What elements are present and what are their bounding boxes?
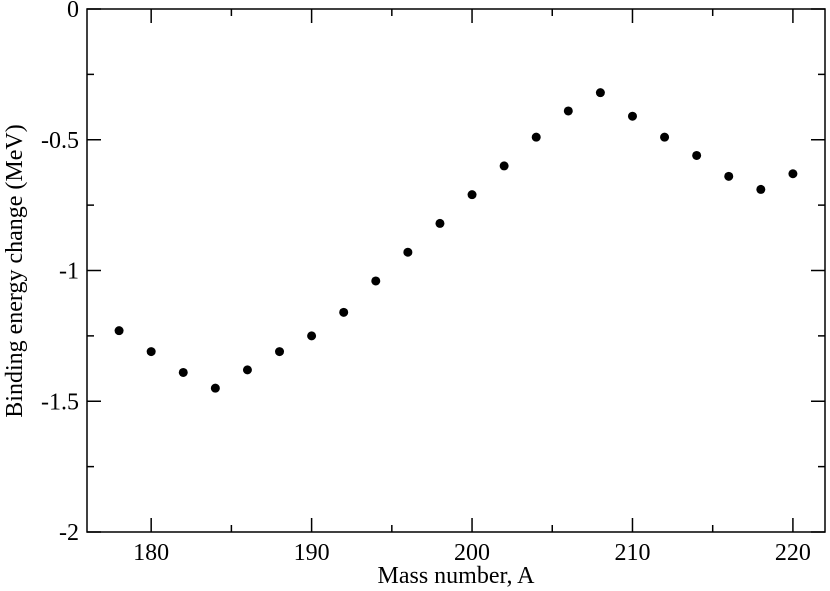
y-tick-label: 0	[67, 0, 79, 23]
data-point	[563, 106, 573, 116]
data-point	[595, 88, 605, 98]
x-tick-label: 190	[294, 540, 330, 566]
x-tick-label: 210	[614, 540, 650, 566]
y-axis-title: Binding energy change (MeV)	[2, 124, 28, 417]
data-point	[724, 171, 734, 181]
x-tick-label: 180	[133, 540, 169, 566]
x-axis-title: Mass number, A	[377, 563, 535, 589]
axis-tick-labels: 180 190 200 210 220 0 -0.5 -1 -1.5 -2	[41, 0, 811, 566]
data-point	[242, 365, 252, 375]
data-point	[275, 347, 285, 357]
data-point	[339, 307, 349, 317]
y-tick-label: -1.5	[41, 389, 79, 415]
data-point	[146, 347, 156, 357]
data-point	[531, 132, 541, 142]
plot-frame	[86, 8, 826, 533]
y-tick-label: -1	[59, 259, 79, 285]
axis-ticks	[87, 8, 825, 533]
data-point	[788, 169, 798, 179]
data-point	[756, 184, 766, 194]
data-point	[371, 276, 381, 286]
x-tick-label: 200	[454, 540, 490, 566]
y-tick-label: -2	[59, 520, 79, 546]
data-point	[403, 247, 413, 257]
data-point	[692, 150, 702, 160]
data-point	[178, 367, 188, 377]
data-point	[307, 331, 317, 341]
y-tick-label: -0.5	[41, 128, 79, 154]
x-tick-label: 220	[775, 540, 811, 566]
data-point	[627, 111, 637, 121]
data-point	[435, 218, 445, 228]
data-point	[499, 161, 509, 171]
data-points	[114, 88, 798, 393]
data-point	[467, 190, 477, 200]
data-point	[210, 383, 220, 393]
data-point	[660, 132, 670, 142]
data-point	[114, 326, 124, 336]
